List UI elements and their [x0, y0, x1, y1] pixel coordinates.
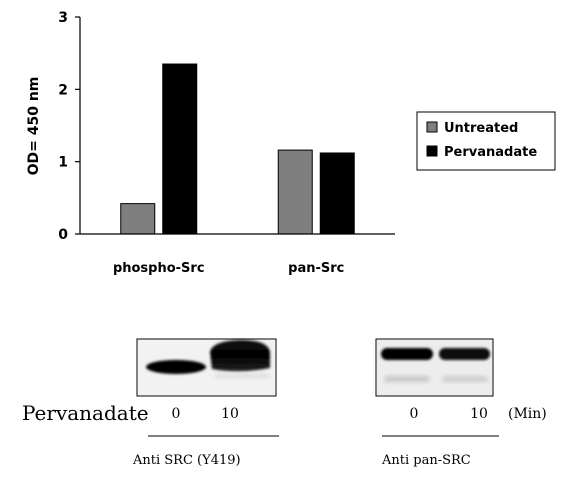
legend-label-untreated: Untreated	[444, 121, 518, 136]
bar-series	[120, 63, 355, 235]
bar-pervanadate-phospho-src	[162, 63, 198, 235]
x-category-label: pan-Src	[288, 261, 344, 276]
western-blot-right	[375, 338, 494, 397]
blot-right-band-lane2	[439, 348, 490, 360]
y-axis-label: OD= 450 nm	[26, 77, 42, 176]
category-labels: phospho-Src pan-Src	[113, 261, 344, 276]
legend-box	[416, 111, 556, 171]
time-unit-label: (Min)	[508, 406, 547, 422]
y-axis-ticks: 0 1 2 3	[58, 10, 80, 243]
bar-chart: 0 1 2 3 phospho-Src pan-Src OD= 450 nm Untre…	[26, 10, 556, 276]
right-lane-label-1: 0	[410, 406, 419, 422]
left-lane-label-1: 0	[172, 406, 181, 422]
right-lane-label-2: 10	[470, 406, 488, 422]
chart-legend: Untreated Pervanadate	[416, 111, 556, 171]
blot-right-faint-band-lane2	[442, 376, 488, 382]
blot-right-band-lane1	[381, 348, 433, 360]
blot-left-band-lane1	[146, 360, 206, 374]
bar-untreated-phospho-src	[120, 203, 156, 235]
y-tick-label: 0	[58, 227, 68, 243]
y-tick-label: 1	[58, 155, 68, 171]
left-lane-label-2: 10	[221, 406, 239, 422]
blot-right-faint-band-lane1	[384, 376, 430, 382]
x-category-label: phospho-Src	[113, 261, 205, 276]
bar-pervanadate-pan-src	[319, 152, 355, 235]
legend-label-pervanadate: Pervanadate	[444, 145, 537, 160]
western-blot-left	[136, 338, 277, 397]
blot-left-faint-band	[215, 374, 269, 378]
left-antibody-label: Anti SRC (Y419)	[132, 453, 241, 468]
legend-swatch-pervanadate	[426, 145, 438, 157]
treatment-label: Pervanadate	[22, 401, 149, 425]
legend-swatch-untreated	[426, 121, 438, 133]
y-tick-label: 3	[58, 10, 68, 26]
blot-left-band-lane2	[210, 340, 270, 372]
y-tick-label: 2	[58, 82, 68, 98]
right-antibody-label: Anti pan-SRC	[381, 453, 471, 468]
bar-untreated-pan-src	[277, 149, 313, 235]
